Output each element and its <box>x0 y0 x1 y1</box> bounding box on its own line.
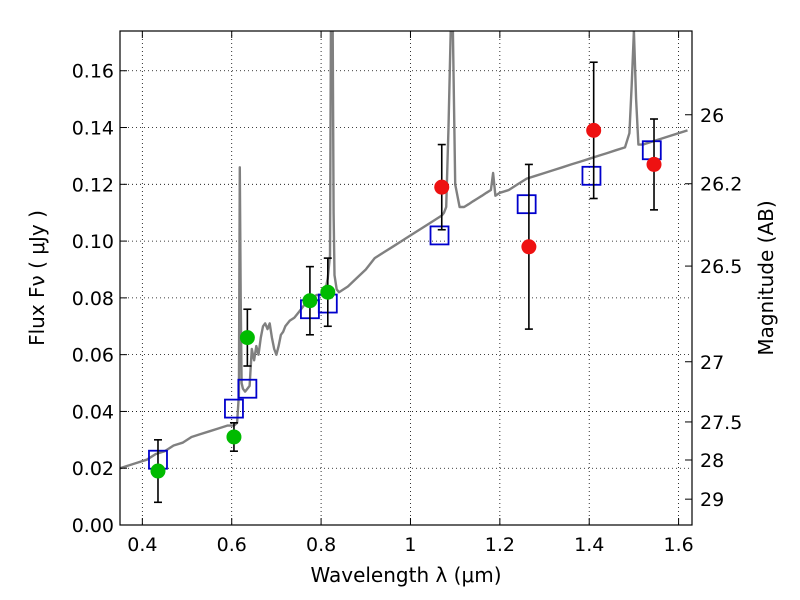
observed-point <box>434 179 450 195</box>
y-axis-label: Flux Fν ( μJy ) <box>25 210 49 346</box>
model-band-square <box>429 225 450 246</box>
right-tick-label: 28 <box>700 450 724 472</box>
ticks: 0.4 0.6 0.8 1 1.2 1.4 1.6 0.00 0.02 0.04 0.06 0.08 0… <box>72 31 742 556</box>
observed-point <box>239 330 255 346</box>
x-axis-label: Wavelength λ (μm) <box>310 563 501 587</box>
grid <box>120 31 692 526</box>
x-tick-label: 0.4 <box>127 534 157 556</box>
y-tick-label: 0.10 <box>72 231 114 253</box>
y-tick-label: 0.04 <box>72 401 114 423</box>
markers <box>148 61 662 504</box>
y-tick-label: 0.12 <box>72 174 114 196</box>
observed-point <box>226 429 242 445</box>
observed-point <box>150 463 166 479</box>
x-tick-label: 0.8 <box>306 534 336 556</box>
x-tick-label: 1.4 <box>574 534 604 556</box>
observed-point <box>320 284 336 300</box>
right-tick-label: 26.5 <box>700 256 742 278</box>
observed-point <box>521 239 537 255</box>
y-tick-label: 0.08 <box>72 288 114 310</box>
model-band-square <box>224 398 244 419</box>
x-tick-label: 0.6 <box>217 534 247 556</box>
right-tick-label: 29 <box>700 489 724 511</box>
plot-frame <box>119 30 693 526</box>
model-band-square <box>516 194 537 215</box>
y-tick-label: 0.06 <box>72 345 114 367</box>
right-axis-label: Magnitude (AB) <box>754 200 778 355</box>
x-tick-label: 1.6 <box>663 534 693 556</box>
right-tick-label: 26 <box>700 105 724 127</box>
model-band-square <box>237 378 258 399</box>
observed-point <box>646 156 662 172</box>
right-tick-label: 27 <box>700 352 724 374</box>
y-tick-label: 0.00 <box>72 515 114 537</box>
observed-point <box>586 122 602 138</box>
model-band-square <box>581 165 602 186</box>
x-tick-label: 1.2 <box>485 534 515 556</box>
sed-model-line <box>120 31 688 470</box>
right-tick-label: 27.5 <box>700 412 742 434</box>
y-tick-label: 0.02 <box>72 458 114 480</box>
plot-area <box>120 31 688 470</box>
y-tick-label: 0.16 <box>72 61 114 83</box>
y-tick-label: 0.14 <box>72 118 114 140</box>
observed-point <box>302 293 318 309</box>
right-tick-label: 26.2 <box>700 174 742 196</box>
x-tick-label: 1 <box>404 534 416 556</box>
